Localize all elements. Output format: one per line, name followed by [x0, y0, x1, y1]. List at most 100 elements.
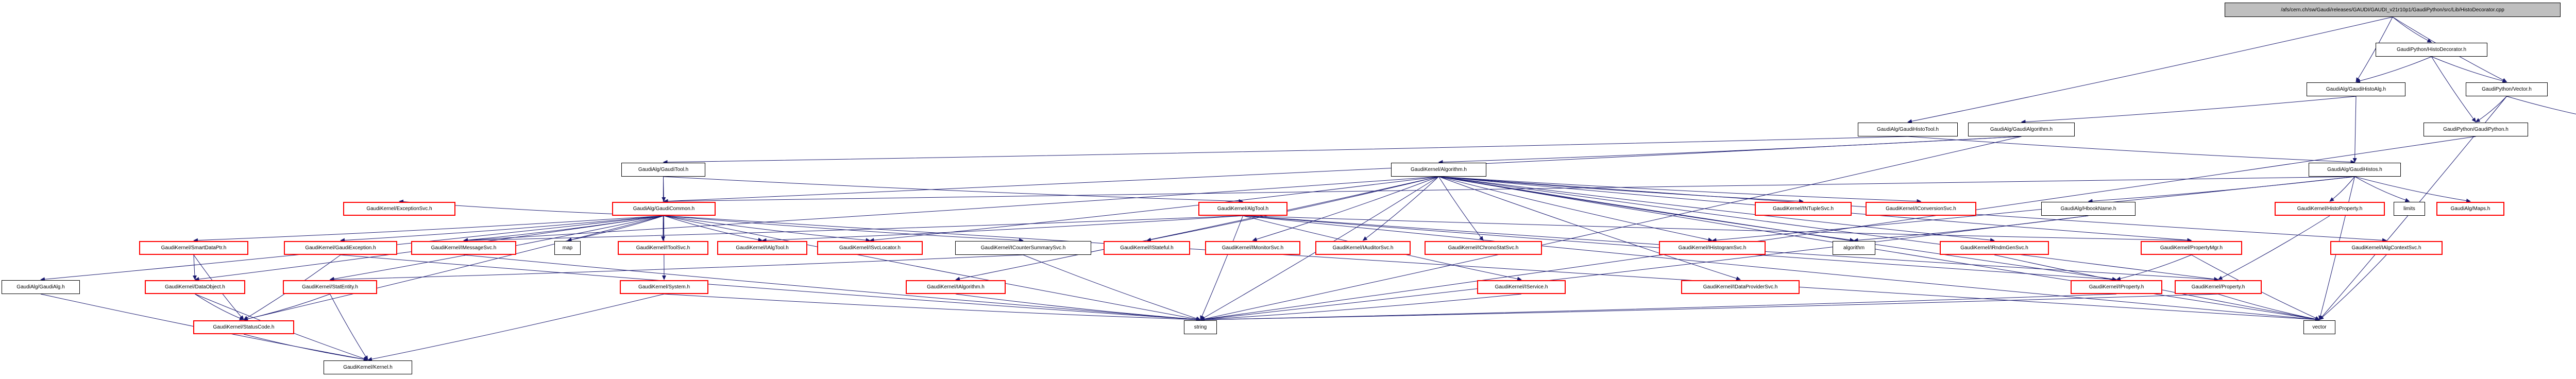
include-edge	[1438, 136, 2022, 164]
include-edge	[2354, 176, 2471, 203]
include-edge	[664, 215, 871, 243]
include-edge	[2218, 294, 2320, 321]
graph-node[interactable]: GaudiKernel/GaudiException.h	[284, 241, 397, 255]
include-edge	[1362, 176, 1439, 241]
include-edge	[2354, 176, 2410, 202]
include-edge	[664, 294, 1201, 322]
include-edge	[463, 176, 1439, 243]
include-edges	[40, 16, 2576, 361]
graph-node[interactable]: GaudiKernel/ExceptionSvc.h	[343, 202, 455, 216]
graph-node[interactable]: GaudiKernel/Algorithm.h	[1391, 163, 1486, 177]
graph-node[interactable]: GaudiKernel/IMonitorSvc.h	[1205, 241, 1300, 255]
graph-node[interactable]: GaudiKernel/PropertyMgr.h	[2141, 241, 2242, 255]
graph-node[interactable]: map	[554, 241, 581, 255]
graph-node[interactable]: GaudiAlg/GaudiHistoTool.h	[1858, 123, 1958, 136]
graph-node[interactable]: GaudiAlg/GaudiHistoAlg.h	[2307, 82, 2405, 96]
include-edge	[463, 215, 664, 243]
include-edge	[1438, 176, 1741, 281]
include-edge	[664, 215, 2320, 322]
graph-node[interactable]: GaudiAlg/HbookName.h	[2041, 202, 2136, 216]
include-edge	[2431, 56, 2477, 123]
graph-node[interactable]: GaudiKernel/INTupleSvc.h	[1755, 202, 1852, 216]
graph-node[interactable]: GaudiAlg/GaudiHistos.h	[2309, 163, 2401, 177]
include-edge	[1200, 215, 1243, 320]
graph-node[interactable]: GaudiKernel/IMessageSvc.h	[411, 241, 516, 255]
graph-node[interactable]: string	[1184, 320, 1217, 334]
include-edge	[1438, 176, 2117, 281]
graph-node[interactable]: GaudiKernel/IStateful.h	[1104, 241, 1190, 255]
graph-node[interactable]: GaudiKernel/IAlgTool.h	[717, 241, 807, 255]
include-edge	[1200, 136, 2476, 321]
include-edge	[1200, 136, 2022, 321]
graph-node[interactable]: GaudiKernel/System.h	[620, 280, 708, 294]
graph-node[interactable]: GaudiKernel/IService.h	[1477, 280, 1566, 294]
include-edge	[2506, 96, 2576, 115]
include-edge	[1907, 136, 2355, 164]
include-edge	[664, 215, 1201, 321]
graph-node[interactable]: GaudiPython/HistoDecorator.h	[2376, 43, 2487, 57]
include-edge	[330, 294, 368, 360]
include-edge	[1438, 176, 2219, 281]
include-edge	[664, 215, 1024, 243]
graph-node[interactable]: GaudiAlg/GaudiAlg.h	[2, 280, 80, 294]
graph-node[interactable]: GaudiKernel/IConversionSvc.h	[1866, 202, 1976, 216]
graph-node[interactable]: GaudiAlg/Maps.h	[2436, 202, 2504, 216]
graph-node[interactable]: GaudiKernel/IToolSvc.h	[618, 241, 708, 255]
include-edge	[761, 215, 1243, 243]
graph-node[interactable]: GaudiKernel/IAlgorithm.h	[906, 280, 1006, 294]
include-edge	[463, 254, 1201, 322]
include-edge	[463, 215, 1243, 243]
graph-node[interactable]: GaudiKernel/AlgTool.h	[1198, 202, 1287, 216]
graph-node[interactable]: GaudiKernel/DataObject.h	[145, 280, 245, 294]
graph-node[interactable]: GaudiKernel/ICounterSummarySvc.h	[955, 241, 1091, 255]
include-edge	[2352, 96, 2357, 163]
graph-node[interactable]: GaudiKernel/SmartDataPtr.h	[139, 241, 248, 255]
include-edge	[2475, 96, 2507, 123]
include-edge	[193, 215, 664, 243]
graph-node[interactable]: GaudiKernel/IDataProviderSvc.h	[1681, 280, 1800, 294]
graph-node[interactable]: GaudiKernel/IHistogramSvc.h	[1659, 241, 1766, 255]
include-edge	[192, 254, 197, 280]
graph-node[interactable]: GaudiKernel/StatusCode.h	[193, 320, 294, 334]
include-edge	[2021, 96, 2357, 124]
graph-node[interactable]: GaudiPython/GaudiPython.h	[2424, 123, 2528, 136]
include-edge	[1243, 215, 2192, 243]
include-edge	[663, 136, 2022, 203]
include-edge	[955, 294, 1201, 322]
include-edge	[1438, 176, 1995, 243]
include-edge	[1438, 176, 2320, 321]
graph-node[interactable]: GaudiKernel/ISvcLocator.h	[817, 241, 923, 255]
include-edge	[663, 136, 1908, 164]
graph-node[interactable]: GaudiKernel/IProperty.h	[2071, 280, 2162, 294]
include-edge	[663, 176, 1244, 203]
graph-node[interactable]: vector	[2303, 320, 2335, 334]
graph-node[interactable]: GaudiKernel/IRndmGenSvc.h	[1940, 241, 2049, 255]
include-edge	[2116, 254, 2192, 281]
include-edge	[1146, 176, 1439, 242]
include-edge	[664, 215, 763, 242]
graph-node[interactable]: GaudiKernel/Property.h	[2175, 280, 2262, 294]
graph-node[interactable]: GaudiKernel/StatEntity.h	[283, 280, 377, 294]
graph-node[interactable]: GaudiPython/Vector.h	[2466, 82, 2548, 96]
include-edge	[1438, 176, 1713, 242]
include-edge	[1438, 176, 1484, 241]
graph-node[interactable]: GaudiAlg/GaudiTool.h	[621, 163, 705, 177]
graph-node[interactable]: limits	[2394, 202, 2425, 216]
graph-node[interactable]: GaudiKernel/HistoProperty.h	[2275, 202, 2385, 216]
include-edge	[1243, 215, 2320, 322]
include-edge	[567, 215, 664, 242]
graph-node[interactable]: GaudiKernel/IChronoStatSvc.h	[1425, 241, 1542, 255]
graph-node[interactable]: algorithm	[1833, 241, 1875, 255]
graph-node[interactable]: GaudiKernel/IAlgContextSvc.h	[2330, 241, 2443, 255]
include-edge	[1200, 215, 2089, 322]
include-edge	[1438, 176, 1922, 203]
graph-node[interactable]: GaudiAlg/GaudiCommon.h	[612, 202, 716, 216]
include-edge	[2431, 56, 2507, 83]
graph-node[interactable]: GaudiKernel/IAuditorSvc.h	[1315, 241, 1411, 255]
include-edge	[1252, 176, 1439, 242]
graph-node[interactable]: GaudiKernel/Kernel.h	[324, 360, 412, 374]
graph-node[interactable]: GaudiAlg/GaudiAlgorithm.h	[1968, 123, 2075, 136]
include-edge	[243, 215, 664, 321]
